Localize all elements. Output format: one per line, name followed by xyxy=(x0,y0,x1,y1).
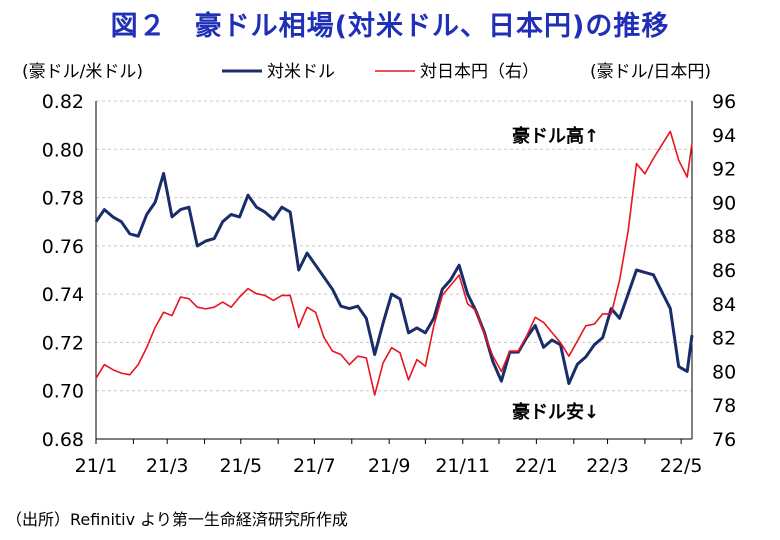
chart-title: 図２ 豪ドル相場(対米ドル、日本円)の推移 xyxy=(110,11,670,42)
x-tick-label: 22/1 xyxy=(515,455,558,477)
x-tick-label: 21/11 xyxy=(435,455,490,477)
right-tick-label: 86 xyxy=(712,260,736,282)
right-tick-label: 76 xyxy=(712,429,736,451)
right-tick-label: 88 xyxy=(712,226,736,248)
left-tick-label: 0.72 xyxy=(42,332,84,354)
annotation-high: 豪ドル高↑ xyxy=(512,125,599,147)
right-tick-label: 90 xyxy=(712,192,736,214)
left-tick-label: 0.74 xyxy=(42,284,84,306)
x-tick-label: 22/5 xyxy=(660,455,703,477)
x-tick-label: 22/3 xyxy=(586,455,629,477)
right-tick-label: 78 xyxy=(712,395,736,417)
left-tick-label: 0.76 xyxy=(42,236,84,258)
right-axis-title: (豪ドル/日本円) xyxy=(590,61,711,82)
x-tick-label: 21/1 xyxy=(75,455,118,477)
x-tick-label: 21/9 xyxy=(368,455,411,477)
annotation-low: 豪ドル安↓ xyxy=(512,401,599,423)
right-tick-label: 82 xyxy=(712,328,736,350)
labels: (豪ドル/米ドル) (豪ドル/日本円) 対米ドル 対日本円（右） 豪ドル高↑ 豪ドル安↓ xyxy=(22,61,711,423)
series-line-usd xyxy=(94,171,694,385)
series-lines xyxy=(94,130,694,396)
legend-label-usd: 対米ドル xyxy=(267,62,335,82)
x-tick-label: 21/7 xyxy=(293,455,336,477)
series-line-jpy xyxy=(95,130,693,396)
axes: 0.68 0.70 0.72 0.74 0.76 0.78 0.80 0.82 76 78 80 82… xyxy=(42,91,737,477)
left-tick-label: 0.78 xyxy=(42,188,84,210)
chart: 0.68 0.70 0.72 0.74 0.76 0.78 0.80 0.82 76 78 80 82… xyxy=(22,61,737,477)
left-axis-title: (豪ドル/米ドル) xyxy=(22,61,143,82)
right-tick-label: 96 xyxy=(712,91,736,113)
left-tick-label: 0.80 xyxy=(42,139,84,161)
gridlines xyxy=(96,100,692,392)
right-tick-label: 84 xyxy=(712,294,736,316)
legend-label-jpy: 対日本円（右） xyxy=(420,62,539,82)
left-tick-label: 0.68 xyxy=(42,429,84,451)
source-note: （出所）Refinitiv より第一生命経済研究所作成 xyxy=(6,510,348,529)
left-tick-label: 0.82 xyxy=(42,91,84,113)
right-tick-label: 92 xyxy=(712,159,736,181)
right-tick-label: 80 xyxy=(712,361,736,383)
right-tick-label: 94 xyxy=(712,125,736,147)
x-tick-label: 21/3 xyxy=(146,455,189,477)
x-tick-label: 21/5 xyxy=(219,455,262,477)
left-tick-label: 0.70 xyxy=(42,381,84,403)
